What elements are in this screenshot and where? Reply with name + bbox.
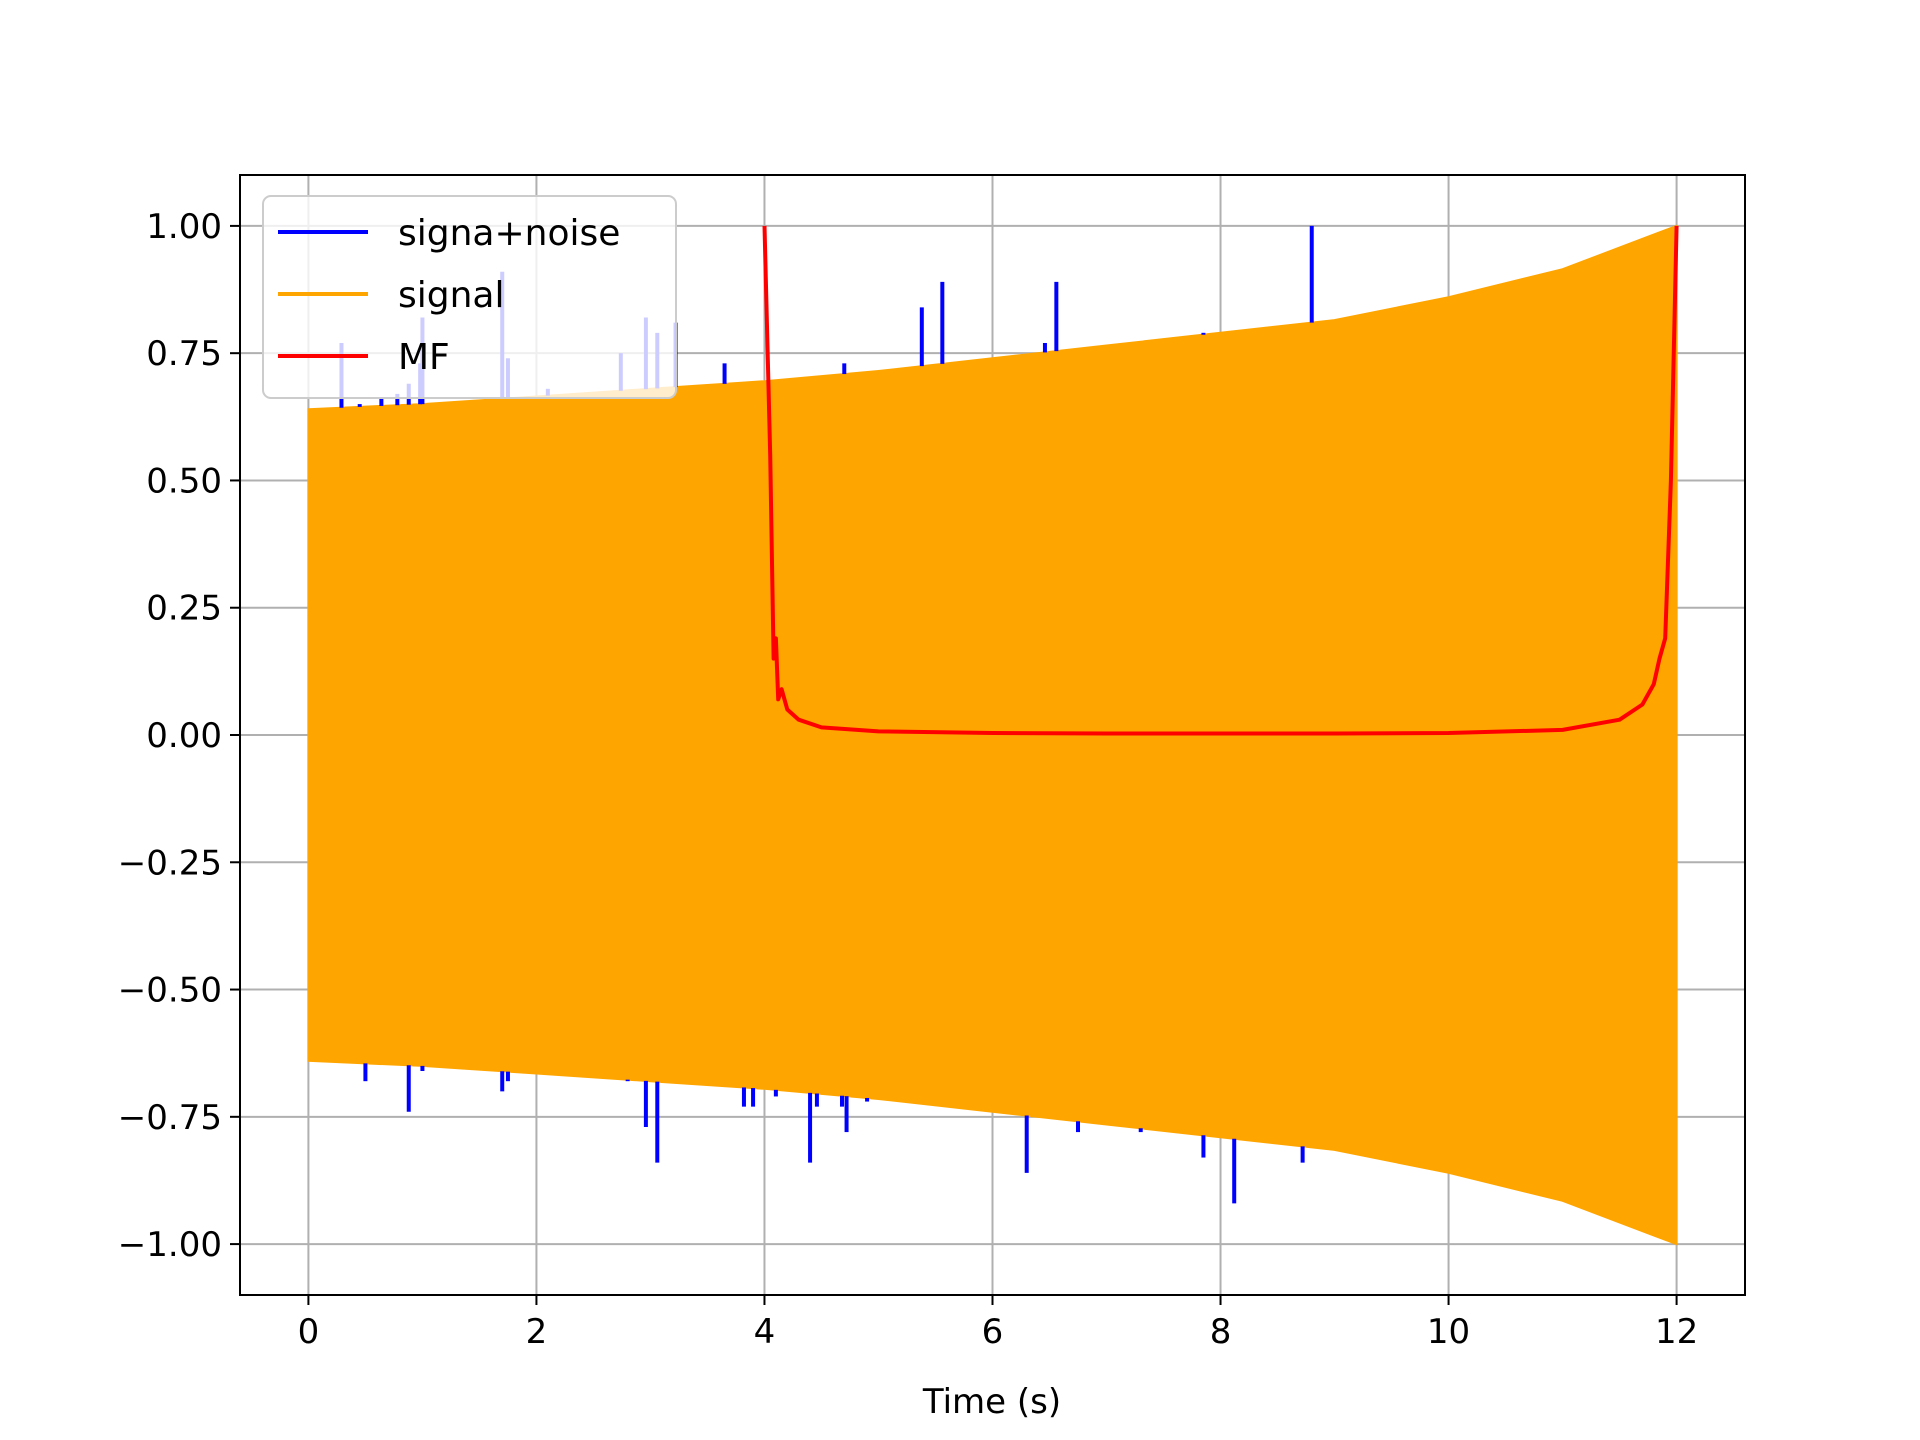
legend-box [262, 195, 677, 399]
x-tick-label: 6 [982, 1312, 1004, 1352]
legend: signa+noise signal MF [262, 195, 677, 399]
y-tick-label: 0.50 [146, 461, 222, 501]
x-tick-label: 2 [526, 1312, 548, 1352]
mf-line [762, 225, 1679, 736]
y-tick-label: −1.00 [118, 1225, 222, 1265]
legend-label-signal-noise: signa+noise [398, 213, 620, 254]
y-tick-label: 0.25 [146, 589, 222, 629]
y-tick-label: −0.25 [118, 843, 222, 883]
x-tick-label: 0 [298, 1312, 320, 1352]
legend-label-signal: signal [398, 275, 505, 316]
y-tick-label: 0.75 [146, 334, 222, 374]
x-axis-label: Time (s) [922, 1382, 1061, 1422]
mf-series [762, 225, 1679, 736]
x-tick-label: 4 [754, 1312, 776, 1352]
x-tick-label: 8 [1210, 1312, 1232, 1352]
axis-ticks: 0 2 4 6 8 10 12 1.00 0.75 0.50 0.25 0.00 −0.25 −0.50 −… [118, 207, 1698, 1352]
x-tick-label: 12 [1655, 1312, 1698, 1352]
y-tick-label: 0.00 [146, 716, 222, 756]
y-tick-label: −0.50 [118, 971, 222, 1011]
y-tick-label: 1.00 [146, 207, 222, 247]
signal-envelope [307, 224, 1678, 1246]
y-tick-label: −0.75 [118, 1098, 222, 1138]
x-tick-label: 10 [1427, 1312, 1470, 1352]
legend-label-mf: MF [398, 337, 450, 378]
signal-series [307, 224, 1678, 1246]
